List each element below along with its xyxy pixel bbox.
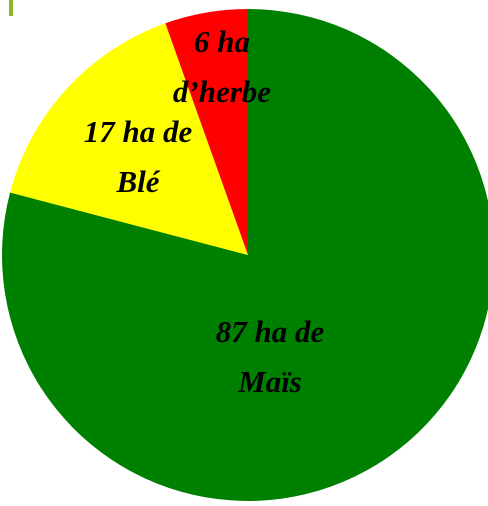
pie-slice (10, 23, 248, 255)
slice-label: d’herbe (173, 74, 271, 109)
slice-label: 6 ha (194, 24, 250, 59)
decoration (9, 0, 13, 16)
slice-label: Blé (115, 164, 160, 199)
pie-slice (2, 9, 488, 501)
slice-label: 87 ha de (216, 314, 325, 349)
pie-slice (165, 9, 248, 255)
slice-label: 17 ha de (84, 114, 193, 149)
slice-label: Maïs (237, 364, 302, 399)
